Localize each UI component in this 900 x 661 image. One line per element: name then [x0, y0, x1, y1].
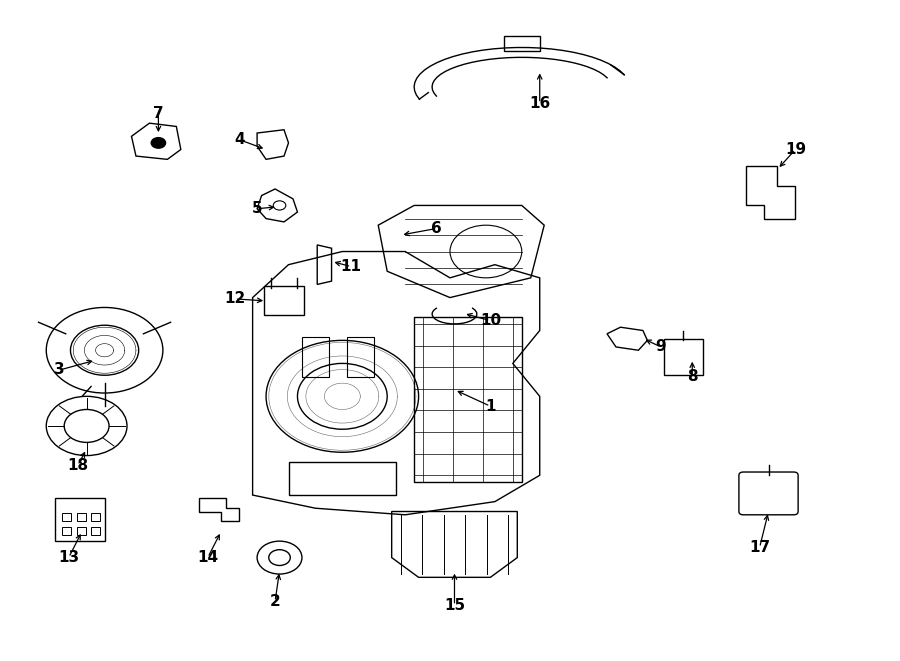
- Text: 14: 14: [197, 550, 219, 565]
- Text: 19: 19: [785, 142, 806, 157]
- Text: 17: 17: [749, 540, 770, 555]
- Text: 13: 13: [58, 550, 79, 565]
- Text: 9: 9: [655, 340, 666, 354]
- Text: 10: 10: [480, 313, 501, 328]
- Text: 7: 7: [153, 106, 164, 121]
- Text: 6: 6: [431, 221, 442, 236]
- Circle shape: [151, 137, 166, 148]
- Text: 18: 18: [68, 458, 88, 473]
- Text: 4: 4: [234, 132, 245, 147]
- Text: 8: 8: [687, 369, 698, 384]
- Text: 1: 1: [485, 399, 496, 414]
- Text: 12: 12: [224, 292, 246, 307]
- Text: 3: 3: [54, 362, 65, 377]
- Text: 5: 5: [252, 201, 263, 216]
- Text: 2: 2: [270, 594, 281, 609]
- Text: 15: 15: [444, 598, 465, 613]
- Text: 11: 11: [341, 259, 362, 274]
- Text: 16: 16: [529, 96, 550, 111]
